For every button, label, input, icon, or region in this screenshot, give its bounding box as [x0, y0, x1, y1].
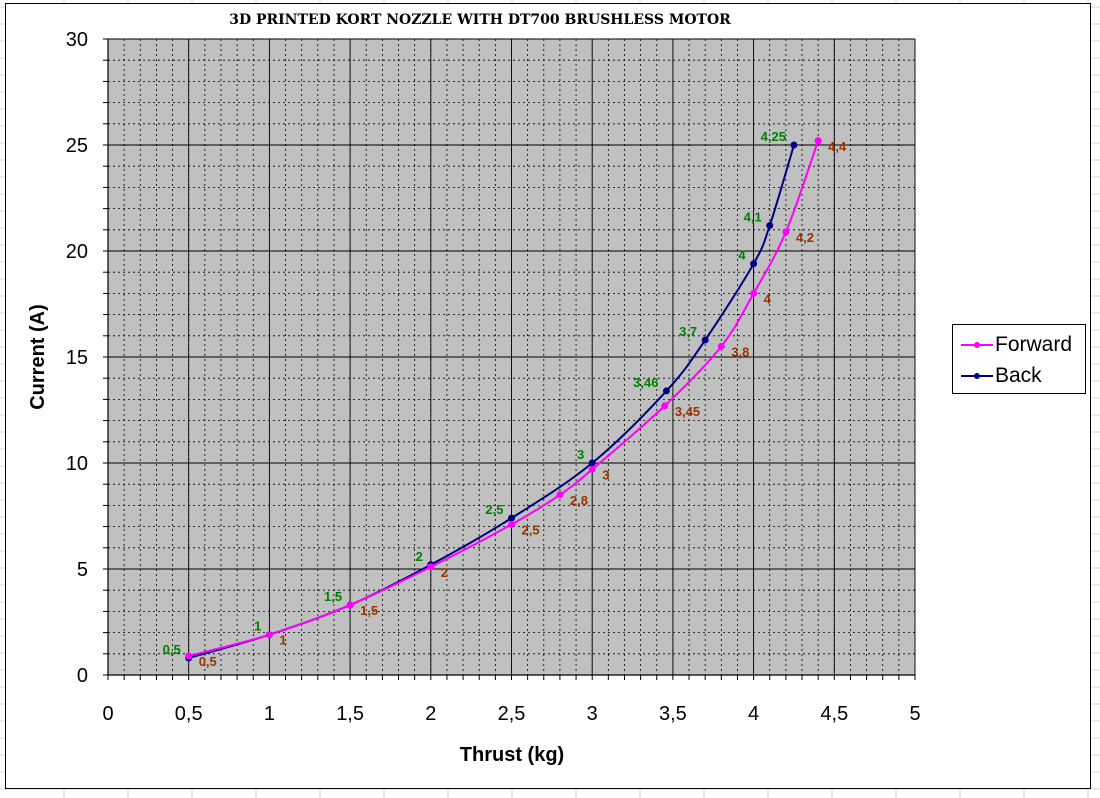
- data-point-forward: [265, 631, 273, 639]
- data-label-back: 3: [577, 447, 584, 462]
- data-label-back: 1: [254, 619, 261, 634]
- data-point-back: [588, 459, 596, 467]
- data-label-back: 2,5: [485, 502, 503, 517]
- x-tick-label: 3,5: [659, 703, 687, 725]
- data-point-back: [790, 141, 798, 149]
- data-point-forward: [814, 137, 822, 145]
- data-point-forward: [717, 342, 725, 350]
- data-label-forward: 3: [602, 467, 609, 482]
- data-label-back: 2: [416, 549, 423, 564]
- data-point-forward: [750, 289, 758, 297]
- data-label-forward: 2: [441, 565, 448, 580]
- y-tick-label: 15: [66, 347, 88, 369]
- data-label-back: 4,1: [744, 210, 762, 225]
- data-label-forward: 1,5: [360, 603, 378, 618]
- data-label-back: 3,7: [679, 324, 697, 339]
- data-point-forward: [185, 652, 193, 660]
- series-line-forward: [188, 140, 820, 657]
- x-tick-label: 2,5: [498, 703, 526, 725]
- line-chart: 3D PRINTED KORT NOZZLE WITH DT700 BRUSHL…: [27, 12, 921, 766]
- forward-series-swatch: [961, 338, 993, 352]
- legend-item-back: Back: [961, 364, 1042, 388]
- x-tick-label: 0,5: [175, 703, 203, 725]
- data-label-forward: 2,8: [570, 493, 588, 508]
- axes: [103, 38, 916, 680]
- back-series-swatch: [961, 369, 993, 383]
- data-point-forward: [508, 520, 515, 528]
- y-axis-label: Current (A): [27, 304, 49, 410]
- data-label-back: 3,46: [633, 375, 658, 390]
- data-point-forward: [427, 563, 435, 571]
- x-tick-label: 5: [909, 703, 920, 725]
- series-forward: 0,5 1 1,5 2 2,5 2,8 3 3,45 3,8 4 4,2 4,4: [185, 137, 847, 669]
- x-tick-label: 3: [587, 703, 598, 725]
- data-label-forward: 4,2: [796, 230, 814, 245]
- y-tick-label: 10: [66, 453, 88, 475]
- data-point-back: [701, 336, 709, 344]
- data-point-forward: [782, 228, 790, 236]
- y-tick-label: 20: [66, 241, 88, 263]
- data-label-back: 4,25: [761, 129, 786, 144]
- x-tick-label: 1: [264, 703, 275, 725]
- data-point-back: [662, 387, 670, 395]
- chart-area[interactable]: 3D PRINTED KORT NOZZLE WITH DT700 BRUSHL…: [5, 3, 1091, 789]
- data-point-back: [508, 514, 515, 522]
- legend[interactable]: Forward Back: [952, 324, 1086, 394]
- data-point-back: [750, 260, 758, 268]
- series-back: 0,5 1 1,5 2 2,5 3 3,46 3,7 4 4,1 4,25: [163, 129, 798, 662]
- data-point-forward: [588, 465, 596, 473]
- data-point-forward: [661, 402, 669, 410]
- chart-title: 3D PRINTED KORT NOZZLE WITH DT700 BRUSHL…: [229, 12, 731, 28]
- data-point-forward: [556, 491, 564, 499]
- data-label-forward: 4: [764, 291, 772, 306]
- data-label-forward: 3,45: [675, 404, 700, 419]
- y-tick-label: 0: [77, 665, 88, 687]
- x-tick-label: 4: [748, 703, 759, 725]
- data-label-forward: 1: [279, 633, 286, 648]
- data-label-forward: 3,8: [731, 344, 749, 359]
- x-axis-tick-labels: 0 0,5 1 1,5 2 2,5 3 3,5 4 4,5 5: [102, 703, 920, 725]
- legend-label-forward: Forward: [995, 333, 1073, 356]
- x-tick-label: 2: [425, 703, 436, 725]
- data-label-back: 1,5: [324, 589, 342, 604]
- series-layer: 0,5 1 1,5 2 2,5 3 3,46 3,7 4 4,1 4,25 0,5 1 1,5 2 2,5 2,…: [163, 129, 847, 669]
- y-axis-tick-labels: 0 5 10 15 20 25 30: [66, 29, 88, 687]
- legend-item-forward: Forward: [961, 333, 1072, 357]
- y-tick-label: 25: [66, 135, 88, 157]
- data-label-back: 0,5: [163, 642, 181, 657]
- y-tick-label: 30: [66, 29, 88, 51]
- data-label-forward: 2,5: [522, 522, 540, 537]
- x-tick-label: 0: [102, 703, 113, 725]
- data-label-forward: 4,4: [828, 139, 847, 154]
- data-point-back: [766, 222, 774, 230]
- data-label-back: 4: [738, 248, 746, 263]
- x-tick-label: 1,5: [336, 703, 364, 725]
- y-tick-label: 5: [77, 559, 88, 581]
- x-axis-label: Thrust (kg): [460, 744, 564, 766]
- x-tick-label: 4,5: [820, 703, 848, 725]
- legend-label-back: Back: [995, 364, 1042, 387]
- data-label-forward: 0,5: [199, 654, 217, 669]
- data-point-forward: [346, 601, 354, 609]
